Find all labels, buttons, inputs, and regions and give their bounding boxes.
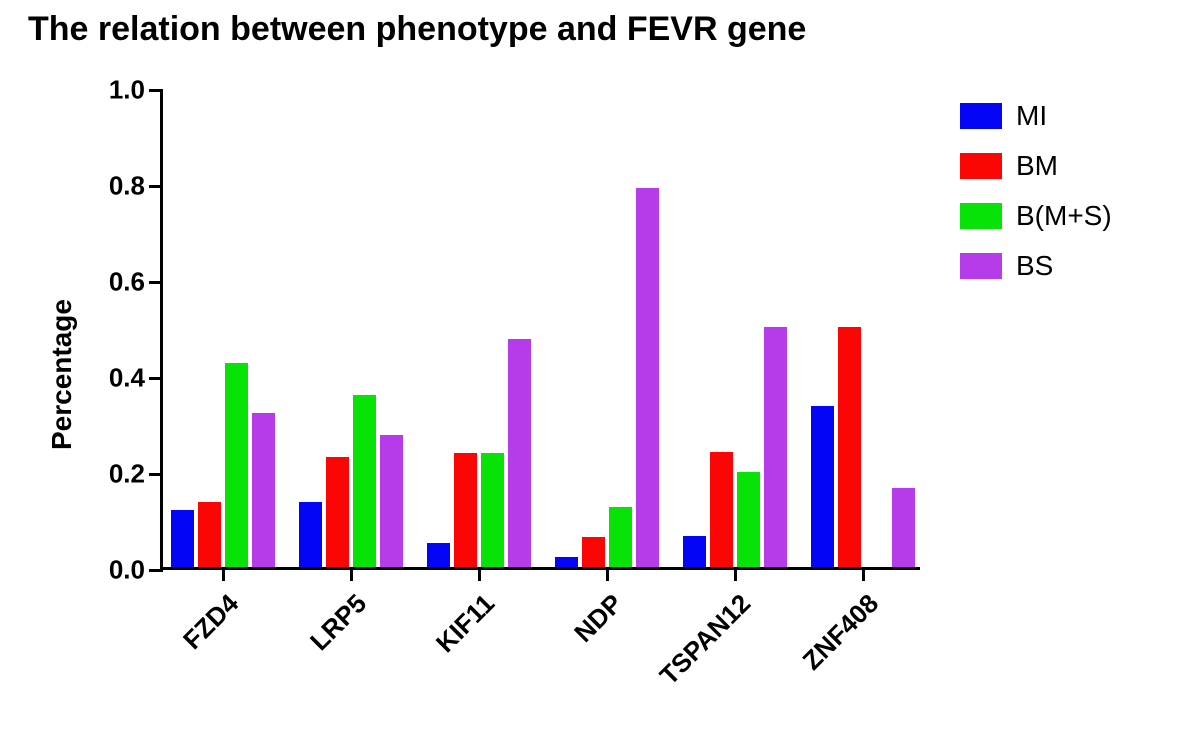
bar	[683, 536, 706, 567]
legend-label: MI	[1016, 100, 1047, 132]
bar	[454, 453, 477, 567]
bar	[555, 557, 578, 567]
bar	[609, 507, 632, 567]
legend: MI BM B(M+S) BS	[960, 100, 1112, 300]
y-tick-label: 0.6	[109, 267, 145, 298]
bar	[481, 453, 504, 567]
y-tick	[149, 89, 163, 92]
bar	[737, 472, 760, 567]
legend-item: MI	[960, 100, 1112, 132]
chart-title: The relation between phenotype and FEVR …	[28, 10, 806, 49]
y-tick	[149, 569, 163, 572]
legend-swatch	[960, 253, 1002, 279]
bar	[710, 452, 733, 567]
legend-item: BS	[960, 250, 1112, 282]
y-tick-label: 0.0	[109, 555, 145, 586]
x-tick-label: ZNF408	[797, 588, 885, 676]
y-axis-label: Percentage	[46, 299, 78, 450]
legend-label: BM	[1016, 150, 1058, 182]
legend-item: B(M+S)	[960, 200, 1112, 232]
y-tick-label: 0.2	[109, 459, 145, 490]
x-tick-label: FZD4	[177, 588, 245, 656]
legend-label: BS	[1016, 250, 1053, 282]
x-tick-label: KIF11	[430, 588, 501, 659]
bar	[892, 488, 915, 567]
chart-container: The relation between phenotype and FEVR …	[0, 0, 1180, 746]
bar	[225, 363, 248, 567]
bar	[636, 188, 659, 567]
bar	[380, 435, 403, 567]
bar	[198, 502, 221, 567]
bar	[508, 339, 531, 567]
bar	[326, 457, 349, 567]
y-tick-label: 0.4	[109, 363, 145, 394]
x-tick-label: LRP5	[304, 588, 373, 657]
bar	[171, 510, 194, 567]
legend-swatch	[960, 203, 1002, 229]
x-tick	[734, 567, 737, 581]
legend-label: B(M+S)	[1016, 200, 1112, 232]
x-tick	[350, 567, 353, 581]
x-tick	[606, 567, 609, 581]
bar	[811, 406, 834, 567]
legend-swatch	[960, 103, 1002, 129]
y-tick	[149, 281, 163, 284]
bar	[764, 327, 787, 567]
bar	[427, 543, 450, 567]
plot-area: 0.00.20.40.60.81.0FZD4LRP5KIF11NDPTSPAN1…	[160, 90, 920, 570]
bar	[252, 413, 275, 567]
y-tick	[149, 473, 163, 476]
bar	[582, 537, 605, 567]
bar	[838, 327, 861, 567]
x-tick-label: NDP	[568, 588, 629, 649]
x-tick-label: TSPAN12	[654, 588, 757, 691]
x-tick	[222, 567, 225, 581]
bar	[353, 395, 376, 567]
x-tick	[478, 567, 481, 581]
legend-swatch	[960, 153, 1002, 179]
legend-item: BM	[960, 150, 1112, 182]
y-tick-label: 0.8	[109, 171, 145, 202]
bar	[299, 502, 322, 567]
y-tick	[149, 377, 163, 380]
y-tick-label: 1.0	[109, 75, 145, 106]
y-tick	[149, 185, 163, 188]
x-tick	[862, 567, 865, 581]
